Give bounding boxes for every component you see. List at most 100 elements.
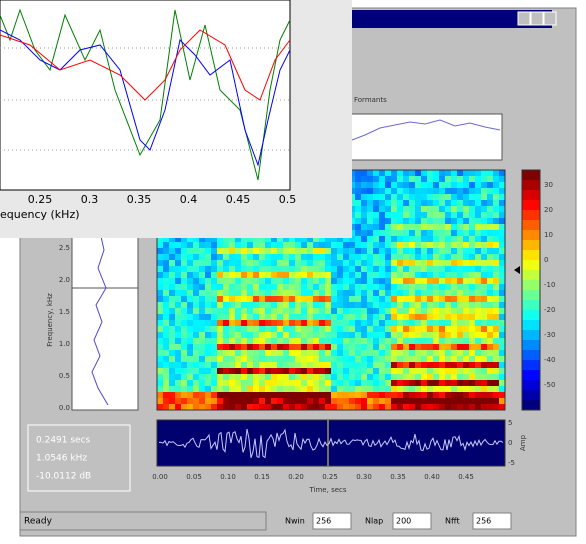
spectrogram-cell	[277, 380, 283, 386]
spectrogram-cell	[409, 308, 415, 314]
spectrogram-cell	[271, 374, 277, 380]
spectrogram-cell	[391, 302, 397, 308]
spectrogram-cell	[469, 224, 475, 230]
spectrogram-cell	[421, 386, 427, 392]
spectrogram-cell	[451, 308, 457, 314]
field-input[interactable]	[392, 512, 432, 530]
spectrogram-cell	[277, 344, 283, 350]
spectrogram-cell	[355, 344, 361, 350]
spectrogram-cell	[307, 350, 313, 356]
spectrogram-cell	[211, 368, 217, 374]
spectrogram-cell	[265, 260, 271, 266]
spectrogram-cell	[397, 368, 403, 374]
spectrogram-cell	[391, 230, 397, 236]
spectrogram-cell	[415, 194, 421, 200]
spectrogram-cell	[421, 398, 427, 404]
spectrogram-cell	[463, 320, 469, 326]
spectrogram-cell	[211, 398, 217, 404]
colorbar-cell	[522, 310, 540, 320]
colorbar-pointer[interactable]	[514, 266, 520, 274]
front-x-tick-label: 0.45	[226, 193, 251, 206]
spectrogram-cell	[313, 314, 319, 320]
spectrogram-cell	[235, 392, 241, 398]
spectrogram-cell	[499, 350, 505, 356]
spectrogram-cell	[265, 356, 271, 362]
spectrogram-cell	[499, 362, 505, 368]
spectrogram-cell	[319, 362, 325, 368]
spectrogram-cell	[475, 236, 481, 242]
spectrogram-cell	[499, 308, 505, 314]
close-button[interactable]	[543, 11, 557, 26]
spectrogram-cell	[295, 338, 301, 344]
spectrogram-cell	[457, 344, 463, 350]
spectrogram-cell	[493, 224, 499, 230]
spectrogram-cell	[355, 206, 361, 212]
spectrogram-cell	[307, 368, 313, 374]
spectrogram-cell	[337, 326, 343, 332]
spectrogram-cell	[193, 236, 199, 242]
spectrogram-cell	[247, 302, 253, 308]
spectrogram-cell	[331, 398, 337, 404]
spectrogram-cell	[439, 374, 445, 380]
spectrogram-cell	[301, 242, 307, 248]
spectrogram-cell	[319, 326, 325, 332]
maximize-button[interactable]	[530, 11, 544, 26]
spectrogram-cell	[433, 212, 439, 218]
spectrogram-cell	[313, 326, 319, 332]
spectrogram-cell	[409, 254, 415, 260]
spectrogram-cell	[499, 332, 505, 338]
spectrogram-cell	[451, 218, 457, 224]
spectrogram-cell	[265, 338, 271, 344]
spectrogram-cell	[403, 380, 409, 386]
spectrogram-cell	[277, 362, 283, 368]
spectrogram-cell	[427, 308, 433, 314]
spectrogram-cell	[373, 224, 379, 230]
spectrogram-cell	[295, 266, 301, 272]
spectrogram-cell	[319, 284, 325, 290]
spectrogram-cell	[223, 332, 229, 338]
spectrogram-cell	[175, 314, 181, 320]
spectrogram-cell	[319, 356, 325, 362]
spectrogram-cell	[235, 284, 241, 290]
spectrogram-cell	[493, 194, 499, 200]
spectrogram-cell	[499, 212, 505, 218]
spectrogram-cell	[415, 272, 421, 278]
spectrogram-cell	[439, 350, 445, 356]
spectrogram-cell	[343, 242, 349, 248]
spectrogram-cell	[421, 380, 427, 386]
spectrogram-cell	[445, 194, 451, 200]
spectrogram-cell	[223, 380, 229, 386]
spectrogram-cell	[433, 350, 439, 356]
spectrogram-cell	[169, 308, 175, 314]
spectrogram-cell	[211, 356, 217, 362]
spectrogram-cell	[499, 380, 505, 386]
spectrogram-cell	[463, 338, 469, 344]
spectrogram-cell	[469, 218, 475, 224]
spectrogram-cell	[217, 398, 223, 404]
spectrogram-cell	[481, 212, 487, 218]
spectrogram-cell	[325, 284, 331, 290]
spectrogram-cell	[217, 290, 223, 296]
field-input[interactable]	[312, 512, 352, 530]
spectrogram-cell	[223, 344, 229, 350]
minimize-button[interactable]	[517, 11, 531, 26]
front-x-tick-label: 0.25	[28, 193, 53, 206]
spectrogram-cell	[265, 374, 271, 380]
spectrogram-cell	[439, 176, 445, 182]
spectrogram-cell	[421, 236, 427, 242]
spectrogram-cell	[391, 254, 397, 260]
spectrogram-cell	[337, 290, 343, 296]
field-input[interactable]	[472, 512, 512, 530]
spectrogram-cell	[349, 254, 355, 260]
window-buttons[interactable]	[517, 11, 557, 26]
spectrogram-cell	[175, 302, 181, 308]
spectrogram-cell	[331, 386, 337, 392]
spectrogram-cell	[481, 290, 487, 296]
spectrogram-cell	[217, 326, 223, 332]
spectrogram-cell	[463, 314, 469, 320]
spectrogram-cell	[283, 392, 289, 398]
spectrogram-cell	[439, 404, 445, 410]
spectrogram-cell	[361, 206, 367, 212]
spectrogram-cell	[241, 356, 247, 362]
spectrogram-cell	[157, 242, 163, 248]
